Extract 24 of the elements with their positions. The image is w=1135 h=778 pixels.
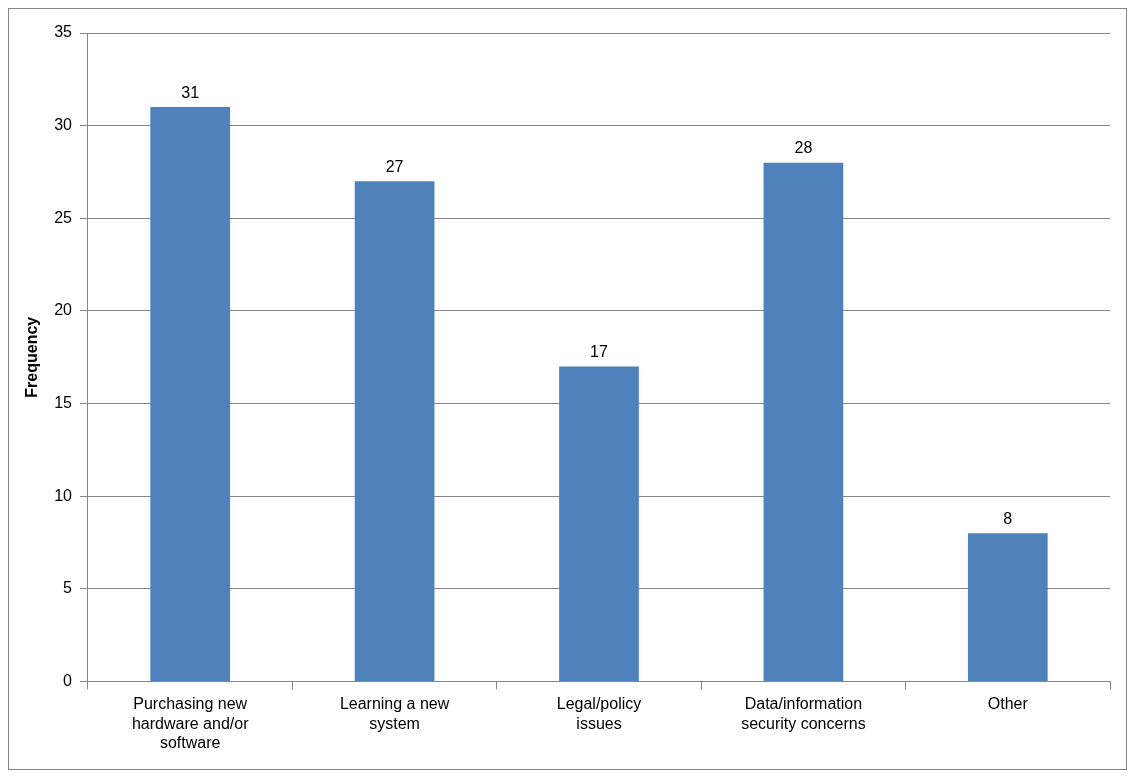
data-label: 28 — [794, 139, 813, 157]
x-tick-label: Data/information security concerns — [741, 695, 866, 732]
y-axis-title: Frequency — [23, 316, 41, 398]
bar — [967, 533, 1048, 681]
y-tick-label: 0 — [63, 671, 73, 689]
x-tick-label: Other — [987, 695, 1029, 713]
y-tick-label: 25 — [54, 208, 73, 226]
y-tick-label: 10 — [54, 486, 73, 504]
y-tick-label: 30 — [54, 116, 73, 134]
y-tick-label: 20 — [54, 301, 73, 319]
data-label: 31 — [181, 83, 200, 101]
bar — [150, 107, 231, 681]
data-label: 17 — [590, 342, 608, 360]
data-label: 8 — [1003, 509, 1013, 527]
y-tick-label: 5 — [63, 579, 73, 597]
y-tick-label: 15 — [54, 393, 73, 411]
x-tick-label: Purchasing new hardware and/or software — [131, 695, 250, 751]
x-tick-label: Legal/policy issues — [556, 695, 642, 732]
bar — [559, 366, 639, 681]
bar — [763, 162, 844, 681]
data-label: 27 — [385, 157, 404, 175]
bar — [354, 181, 435, 681]
y-tick-label: 35 — [54, 23, 73, 41]
x-tick-label: Learning a new system — [339, 695, 450, 732]
